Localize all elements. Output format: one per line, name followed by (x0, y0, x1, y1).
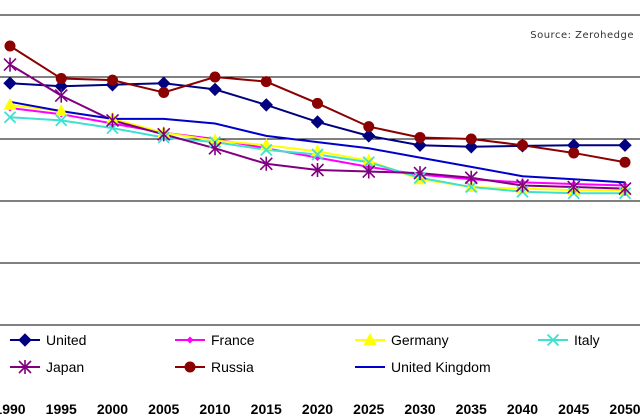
source-note: Source: Zerohedge (530, 30, 634, 41)
data-point-italy (362, 156, 375, 169)
data-point-russia (158, 87, 170, 98)
legend-marker (546, 333, 560, 347)
data-point-japan (259, 156, 273, 171)
x-tick-label: 2010 (199, 401, 230, 417)
data-point-united (618, 138, 632, 152)
data-point-japan (618, 181, 632, 196)
data-point-russia (312, 97, 323, 109)
x-tick-label: 2035 (456, 401, 487, 417)
data-point-russia (260, 76, 272, 88)
data-point-russia (465, 133, 477, 145)
data-point-germany (3, 97, 17, 110)
legend-label: Russia (211, 359, 254, 375)
data-point-russia (4, 40, 16, 52)
data-point-japan (567, 180, 581, 195)
data-point-japan (310, 163, 325, 177)
x-tick-label: 2045 (558, 401, 589, 417)
data-point-italy (465, 180, 478, 194)
x-tick-label: 2020 (302, 401, 333, 417)
data-point-japan (464, 170, 478, 185)
data-point-italy (3, 111, 17, 124)
legend-label: Japan (46, 359, 84, 375)
data-point-japan (413, 166, 427, 181)
legend-item-japan: Japan (10, 359, 84, 375)
legend-label: United (46, 332, 86, 348)
legend-item-italy: Italy (538, 332, 600, 348)
legend-label: France (211, 332, 255, 348)
data-point-italy (260, 143, 273, 156)
legend-item-united: United (10, 332, 86, 348)
x-tick-label: 1990 (0, 401, 26, 417)
data-point-united (464, 140, 478, 154)
data-point-russia (517, 139, 528, 151)
legend-item-russia: Russia (175, 359, 254, 375)
data-point-japan (157, 127, 171, 142)
data-point-japan (105, 113, 120, 128)
data-point-italy (311, 148, 324, 161)
data-point-japan (515, 178, 530, 193)
legend-marker (363, 333, 377, 345)
gridlines (0, 14, 640, 326)
data-point-germany (362, 153, 376, 166)
data-point-japan (362, 164, 376, 179)
legend: United France Germany Italy Japan Russia Unite… (10, 332, 600, 375)
data-point-russia (209, 71, 221, 83)
series-markers (3, 40, 632, 200)
legend-item-france: France (175, 332, 255, 348)
x-tick-label: 2005 (148, 401, 179, 417)
data-point-japan (208, 141, 222, 156)
data-point-russia (619, 156, 631, 168)
x-tick-label: 1995 (46, 401, 77, 417)
data-point-germany (311, 144, 324, 157)
data-point-russia (107, 74, 118, 86)
legend-marker (184, 361, 196, 373)
legend-item-united-kingdom: United Kingdom (355, 359, 491, 375)
legend-marker (18, 333, 32, 347)
data-point-russia (363, 121, 375, 133)
legend-label: Italy (574, 332, 600, 348)
x-axis-tick-labels: 1990 1995 2000 2005 2010 2015 2020 2025 2030 2035… (0, 401, 640, 417)
x-tick-label: 2025 (353, 401, 384, 417)
data-point-russia (568, 147, 580, 159)
legend-marker (18, 360, 32, 374)
data-point-united (208, 82, 222, 97)
data-point-japan (54, 88, 68, 103)
x-tick-label: 2040 (507, 401, 538, 417)
x-tick-label: 2000 (97, 401, 128, 417)
x-tick-label: 2015 (251, 401, 282, 417)
x-tick-label: 2050 (609, 401, 640, 417)
data-point-germany (208, 133, 222, 146)
legend-item-germany: Germany (355, 332, 449, 348)
data-point-russia (55, 73, 67, 85)
data-point-russia (414, 131, 426, 143)
legend-label: United Kingdom (391, 359, 491, 375)
data-point-united (3, 76, 17, 90)
legend-marker (186, 336, 194, 344)
x-tick-label: 2030 (404, 401, 435, 417)
data-point-united (310, 115, 325, 129)
data-point-united (413, 138, 427, 152)
data-point-germany (54, 104, 68, 117)
data-point-italy (55, 114, 68, 127)
data-point-united (259, 98, 273, 112)
data-point-japan (3, 57, 17, 72)
legend-label: Germany (391, 332, 449, 348)
data-point-united (362, 129, 376, 143)
